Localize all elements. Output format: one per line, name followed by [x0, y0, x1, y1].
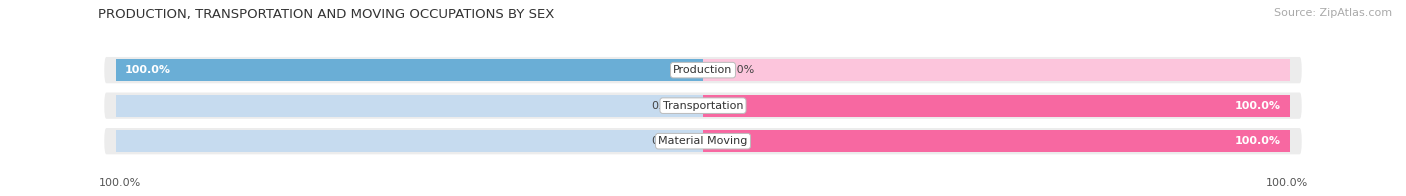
- Text: 100.0%: 100.0%: [1234, 101, 1281, 111]
- Text: Source: ZipAtlas.com: Source: ZipAtlas.com: [1274, 8, 1392, 18]
- Text: 0.0%: 0.0%: [651, 101, 679, 111]
- Text: Production: Production: [673, 65, 733, 75]
- FancyBboxPatch shape: [104, 57, 1302, 83]
- Bar: [703, 95, 1289, 117]
- Bar: [117, 130, 703, 152]
- FancyBboxPatch shape: [104, 128, 1302, 154]
- Text: Material Moving: Material Moving: [658, 136, 748, 146]
- Text: 100.0%: 100.0%: [125, 65, 172, 75]
- Text: 100.0%: 100.0%: [1234, 136, 1281, 146]
- Text: Transportation: Transportation: [662, 101, 744, 111]
- Bar: [703, 95, 1289, 117]
- FancyBboxPatch shape: [104, 93, 1302, 119]
- Bar: [703, 59, 1289, 81]
- Text: 100.0%: 100.0%: [98, 178, 141, 188]
- Bar: [703, 130, 1289, 152]
- Text: 0.0%: 0.0%: [651, 136, 679, 146]
- Bar: [117, 59, 703, 81]
- Text: 0.0%: 0.0%: [727, 65, 755, 75]
- Bar: [703, 130, 1289, 152]
- Bar: [117, 95, 703, 117]
- Text: PRODUCTION, TRANSPORTATION AND MOVING OCCUPATIONS BY SEX: PRODUCTION, TRANSPORTATION AND MOVING OC…: [98, 8, 555, 21]
- Text: 100.0%: 100.0%: [1265, 178, 1308, 188]
- Bar: [117, 59, 703, 81]
